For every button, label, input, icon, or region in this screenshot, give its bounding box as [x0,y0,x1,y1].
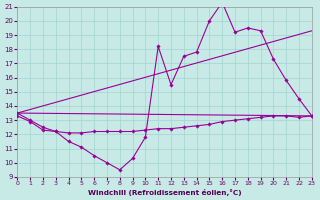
X-axis label: Windchill (Refroidissement éolien,°C): Windchill (Refroidissement éolien,°C) [88,189,241,196]
